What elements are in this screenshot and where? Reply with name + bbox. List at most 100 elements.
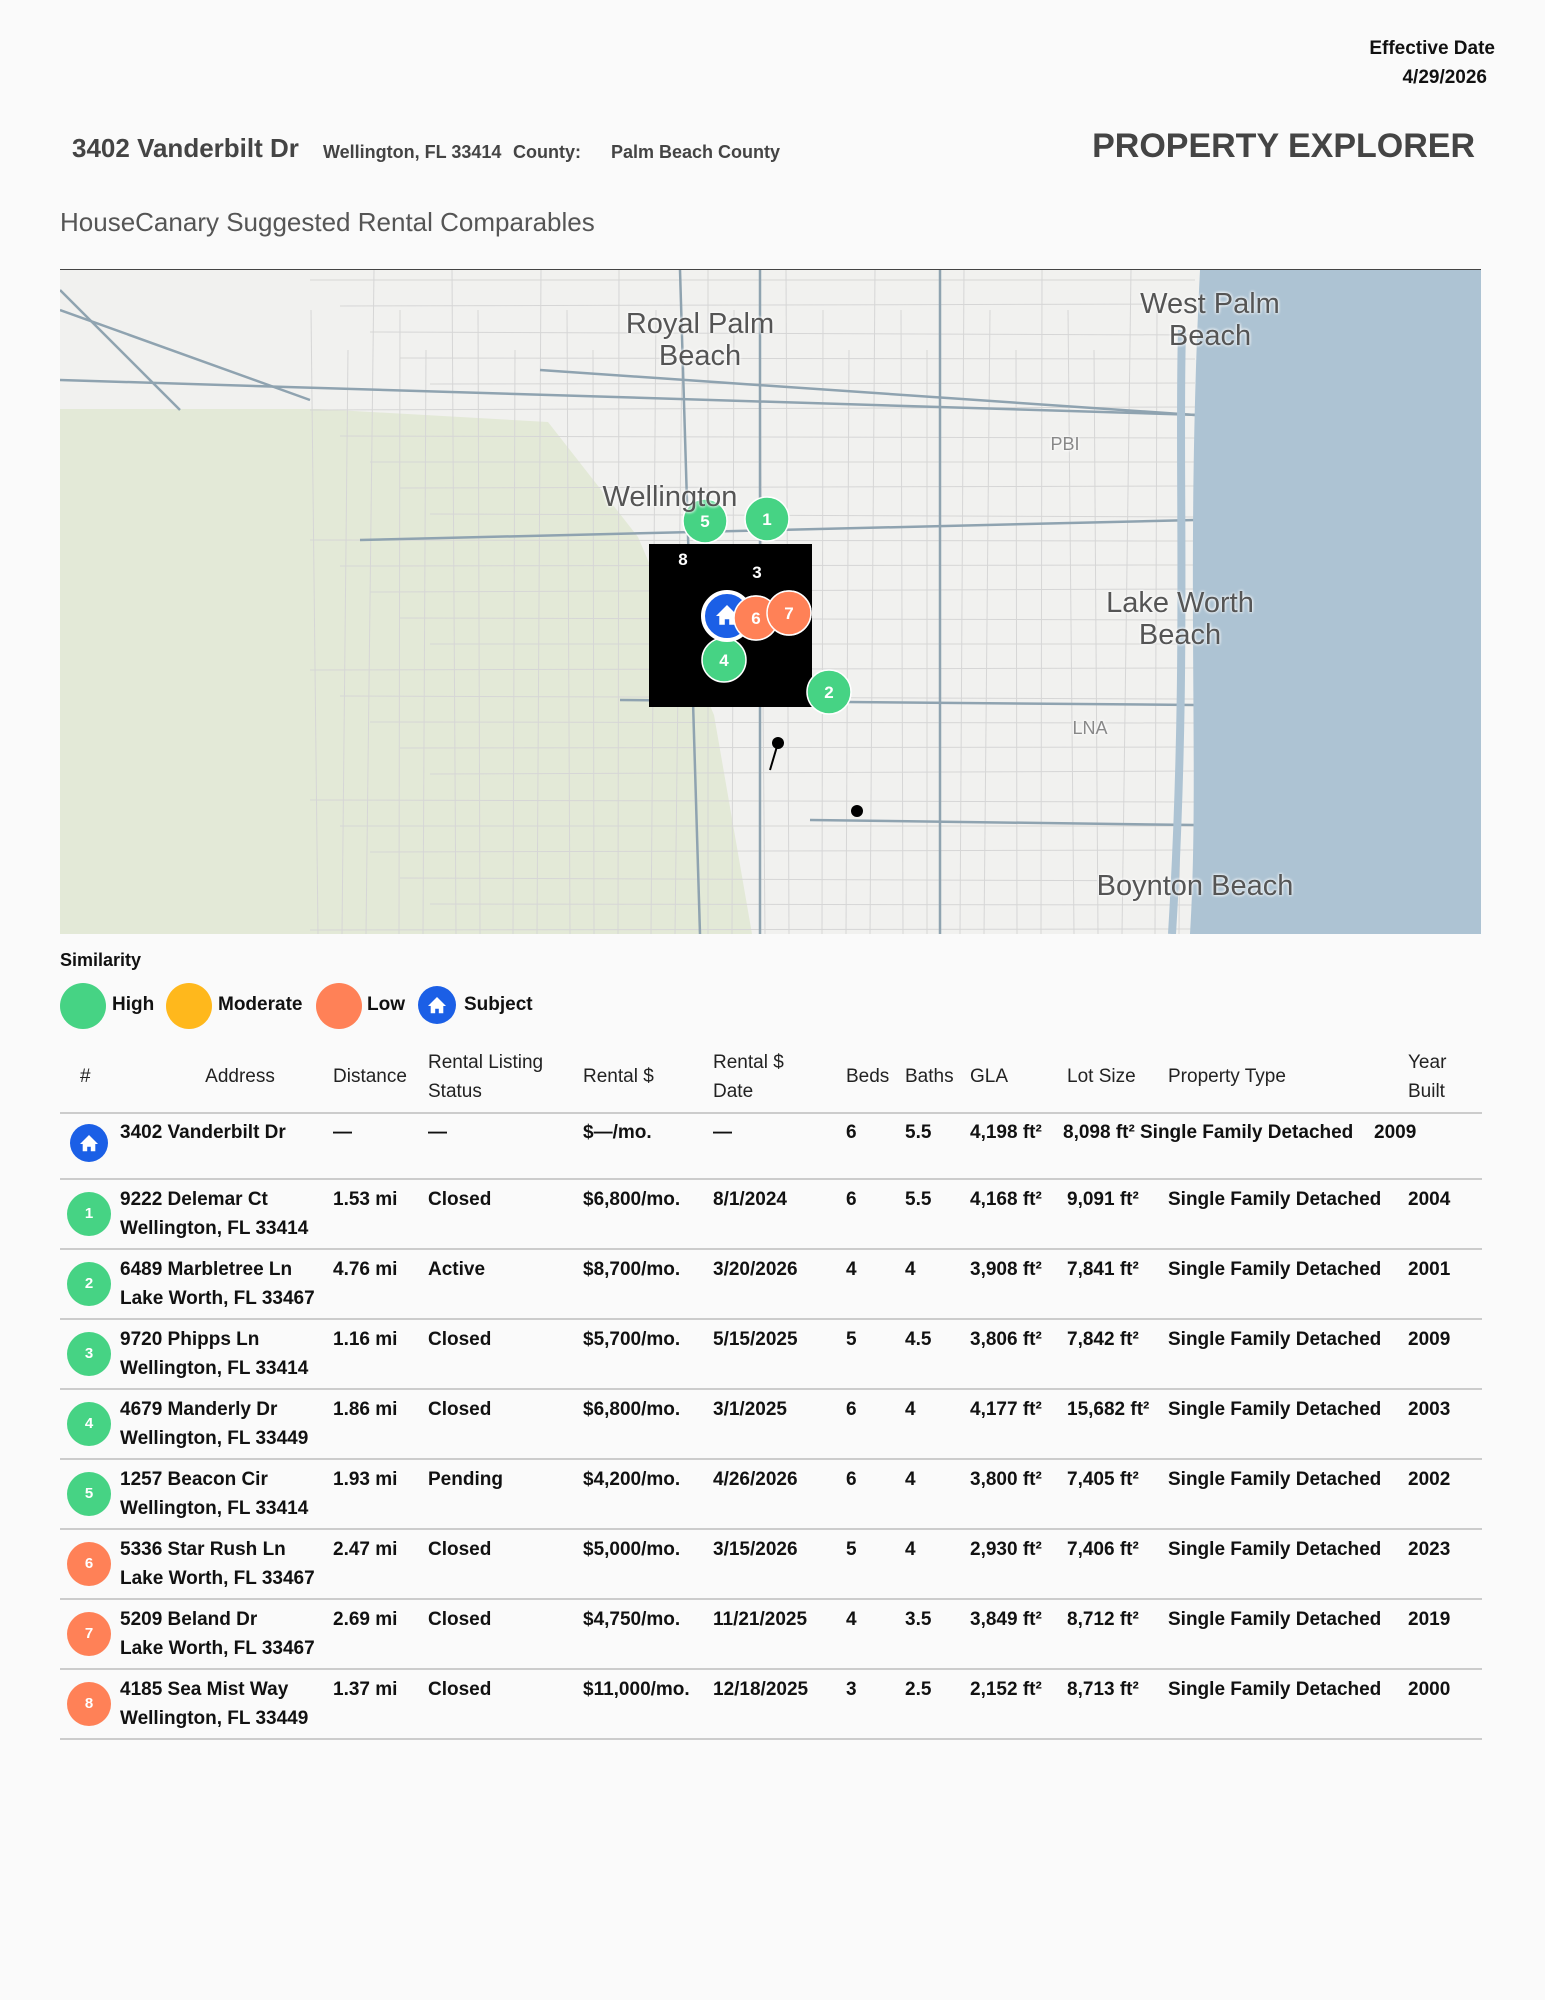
major-road [60, 378, 1201, 417]
road [310, 309, 319, 934]
cell-value: 3/20/2026 [713, 1259, 798, 1280]
cell-value: 1.53 mi [333, 1189, 398, 1210]
row-number: 6 [67, 1542, 111, 1586]
row-divider [60, 1388, 1482, 1390]
cell-value: 3.5 [905, 1609, 932, 1630]
cell-value: Closed [428, 1539, 492, 1560]
cell-value: 6 [846, 1469, 857, 1490]
column-header: GLA [970, 1066, 1009, 1087]
legend-label: Low [367, 994, 405, 1015]
row-divider [60, 1318, 1482, 1320]
cell-value: $5,000/mo. [583, 1539, 681, 1560]
column-header: Property Type [1168, 1066, 1286, 1087]
legend-title: Similarity [60, 950, 142, 970]
subject-cell: $—/mo. [583, 1122, 652, 1143]
cell-value: 7,405 ft² [1067, 1469, 1139, 1490]
column-header: Baths [905, 1066, 954, 1087]
address: 3402 Vanderbilt Dr [72, 133, 299, 163]
cell-value: 5/15/2025 [713, 1329, 798, 1350]
legend-label: Moderate [218, 994, 303, 1015]
map-place-label: West Palm Beach [1140, 288, 1280, 352]
cell-value: 2,930 ft² [970, 1539, 1042, 1560]
cell-value: 4.5 [905, 1329, 932, 1350]
road [1093, 349, 1099, 934]
cell-value: Single Family Detached [1168, 1189, 1382, 1210]
major-road [539, 368, 1196, 417]
city: Wellington, FL 33414 [323, 142, 502, 162]
cell-value: 8,713 ft² [1067, 1679, 1139, 1700]
city: Lake Worth, FL 33467 [120, 1288, 315, 1309]
cell-value: 2003 [1408, 1399, 1451, 1420]
county: Palm Beach County [611, 142, 781, 162]
column-header: Rental Listing Status [428, 1052, 544, 1102]
road [566, 309, 571, 934]
road [369, 331, 1196, 336]
cell-value: Closed [428, 1189, 492, 1210]
cell-value: Closed [428, 1329, 492, 1350]
road [451, 270, 457, 934]
map-marker [744, 496, 790, 542]
cell-value: 4 [846, 1259, 857, 1280]
cell-value: 6 [846, 1399, 857, 1420]
cell-value: 2.47 mi [333, 1539, 398, 1560]
road [429, 770, 1196, 775]
home-svg [428, 997, 446, 1014]
road [309, 406, 1196, 411]
road [845, 349, 850, 934]
legend-label: High [112, 994, 155, 1015]
city: Wellington, FL 33414 [120, 1358, 309, 1379]
row-number: 4 [67, 1402, 111, 1446]
cell-value: 5 [846, 1539, 857, 1560]
cell-value: Single Family Detached [1168, 1539, 1382, 1560]
cell-value: Active [428, 1259, 486, 1280]
cell-value: 3/15/2026 [713, 1539, 798, 1560]
cell-value: 2002 [1408, 1469, 1451, 1490]
row-divider [60, 1248, 1482, 1250]
map-marker-label: 6 [751, 609, 760, 628]
road [429, 382, 1196, 385]
road [429, 513, 1196, 518]
road [592, 349, 595, 934]
city: Lake Worth, FL 33467 [120, 1638, 315, 1659]
legend-swatch [316, 983, 362, 1029]
cell-value: 4 [846, 1609, 857, 1630]
cell-value: 2000 [1408, 1679, 1451, 1700]
cell-value: Single Family Detached [1168, 1399, 1382, 1420]
row-number: 1 [67, 1192, 111, 1236]
cell-value: 2.5 [905, 1679, 932, 1700]
cell-value: 4,177 ft² [970, 1399, 1042, 1420]
road [369, 849, 1196, 853]
road [959, 270, 965, 934]
cell-value: Single Family Detached [1168, 1679, 1382, 1700]
cell-value: 7,842 ft² [1067, 1329, 1139, 1350]
subject-cell: — [333, 1122, 352, 1143]
effective-date-label: Effective Date [1369, 38, 1495, 59]
cell-value: $11,000/mo. [583, 1679, 690, 1700]
cell-value: Single Family Detached [1168, 1609, 1382, 1630]
city: Wellington, FL 33449 [120, 1428, 309, 1449]
road [821, 309, 824, 934]
road [399, 877, 1196, 882]
street: 5336 Star Rush Ln [120, 1539, 286, 1560]
home-icon [428, 997, 446, 1014]
home-icon [80, 1135, 98, 1152]
cell-value: 5.5 [905, 1189, 932, 1210]
map-marker-label: 1 [762, 510, 771, 529]
city: Wellington, FL 33449 [120, 1708, 309, 1729]
cell-value: 4/26/2026 [713, 1469, 798, 1490]
cell-value: 15,682 ft² [1067, 1399, 1150, 1420]
page-title: PROPERTY EXPLORER [1092, 127, 1475, 165]
map-place-label: Boynton Beach [1096, 870, 1294, 902]
cell-value: 7,406 ft² [1067, 1539, 1139, 1560]
cell-value: Single Family Detached [1168, 1469, 1382, 1490]
major-road [60, 289, 181, 411]
cell-value: $6,800/mo. [583, 1189, 681, 1210]
map-place-label: Royal Palm Beach [625, 308, 775, 372]
road [429, 903, 1196, 906]
roads [60, 270, 1201, 934]
cell-value: 3,800 ft² [970, 1469, 1042, 1490]
road [339, 303, 1196, 307]
